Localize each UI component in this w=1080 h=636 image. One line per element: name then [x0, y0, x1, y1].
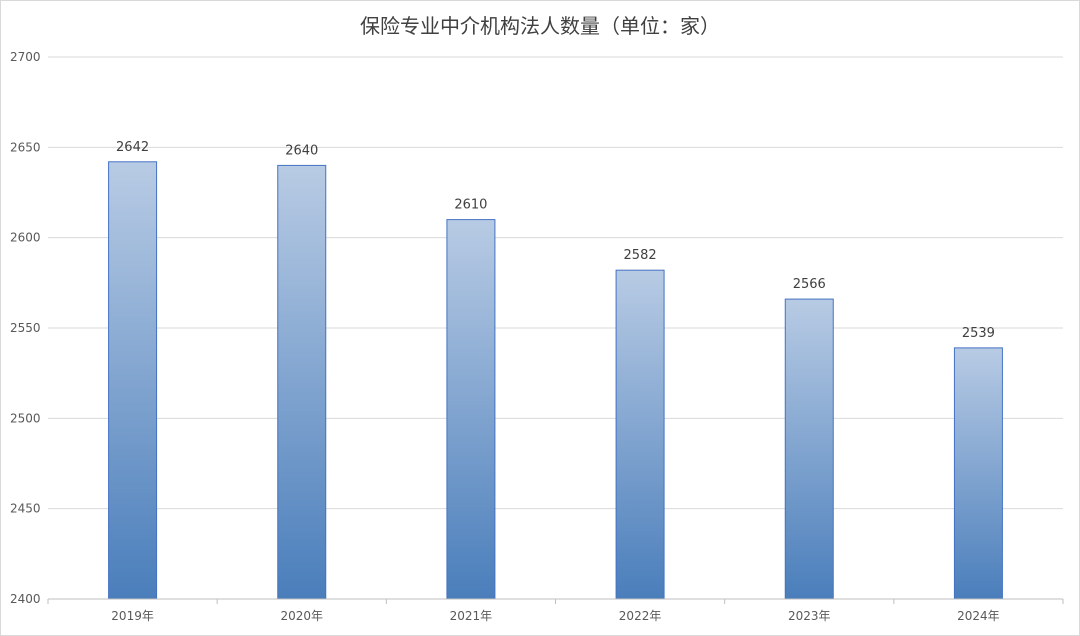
bar-2024年 [953, 347, 1003, 600]
data-labels: 2642 2640 2610 2582 2566 2539 [116, 140, 995, 341]
gridlines [48, 56, 1063, 510]
data-label-2019年: 2642 [116, 140, 149, 155]
x-tick-label-2024年: 2024年 [957, 609, 1000, 623]
bar-2023年 [784, 298, 834, 600]
x-axis: 2019年 2020年 2021年 2022年 2023年 2024年 [47, 598, 1064, 623]
bar-2022年 [615, 269, 665, 600]
bar-2020年 [277, 164, 327, 600]
bar-2019年 [108, 161, 158, 600]
y-tick-label-2600: 2600 [10, 231, 41, 245]
data-label-2024年: 2539 [962, 326, 995, 341]
data-label-2022年: 2582 [624, 248, 657, 263]
y-tick-label-2650: 2650 [10, 140, 41, 154]
y-tick-label-2450: 2450 [10, 502, 41, 516]
chart-title: 保险专业中介机构法人数量（单位：家） [360, 14, 720, 38]
x-tick-label-2022年: 2022年 [619, 609, 662, 623]
y-tick-label-2400: 2400 [10, 592, 41, 606]
bars [108, 161, 1003, 600]
y-tick-label-2550: 2550 [10, 321, 41, 335]
bar-2021年 [446, 219, 496, 600]
y-tick-label-2500: 2500 [10, 411, 41, 425]
y-tick-label-2700: 2700 [10, 50, 41, 64]
x-tick-label-2019年: 2019年 [111, 609, 154, 623]
x-tick-label-2021年: 2021年 [450, 609, 493, 623]
data-label-2020年: 2640 [285, 143, 318, 158]
x-tick-label-2020年: 2020年 [280, 609, 323, 623]
x-tick-label-2023年: 2023年 [788, 609, 831, 623]
data-label-2021年: 2610 [454, 198, 487, 213]
y-axis: 2400 2450 2500 2550 2600 2650 2700 [10, 50, 41, 606]
data-label-2023年: 2566 [793, 277, 826, 292]
